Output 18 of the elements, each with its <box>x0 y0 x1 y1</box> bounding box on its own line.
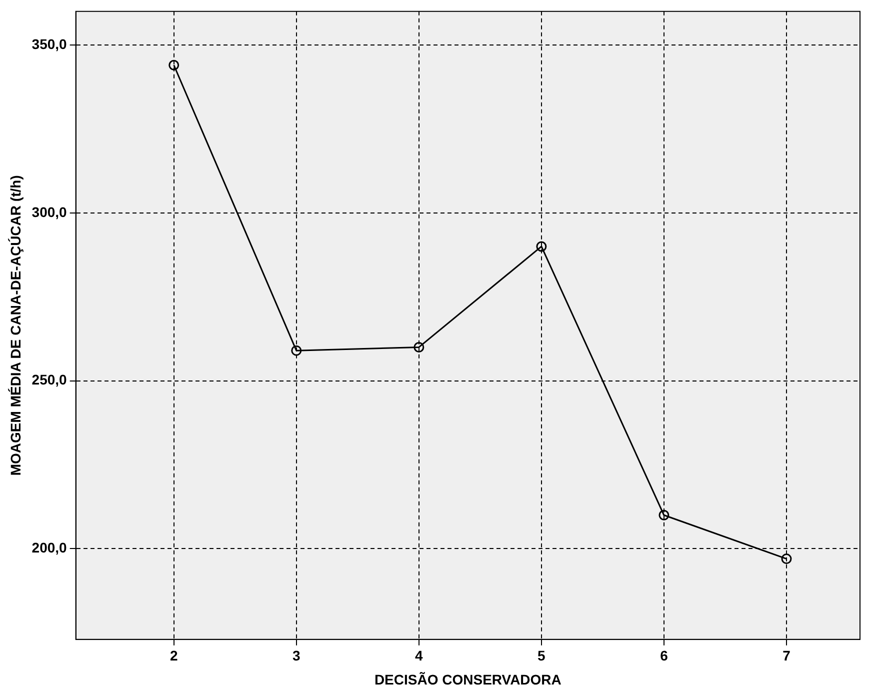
x-tick-label: 3 <box>292 648 300 664</box>
point <box>658 510 670 520</box>
y-tick-label: 200,0 <box>32 540 68 556</box>
point <box>291 345 302 356</box>
point <box>414 342 424 352</box>
y-axis-title: MOAGEM MÉDIA DE CANA-DE-AÇÚCAR (t/h) <box>7 175 24 476</box>
x-tick-label: 2 <box>170 648 178 664</box>
x-tick-label: 7 <box>782 648 791 664</box>
y-tick-label: 250,0 <box>32 372 68 388</box>
point <box>168 60 180 70</box>
x-tick-label: 5 <box>538 648 546 664</box>
x-tick-label: 6 <box>660 648 668 664</box>
point <box>536 241 547 252</box>
x-axis-title: DECISÃO CONSERVADORA <box>374 671 562 688</box>
x-tick-label: 4 <box>415 648 424 664</box>
y-tick-label: 300,0 <box>32 204 68 220</box>
point <box>781 554 792 564</box>
y-tick-label: 350,0 <box>32 36 68 52</box>
